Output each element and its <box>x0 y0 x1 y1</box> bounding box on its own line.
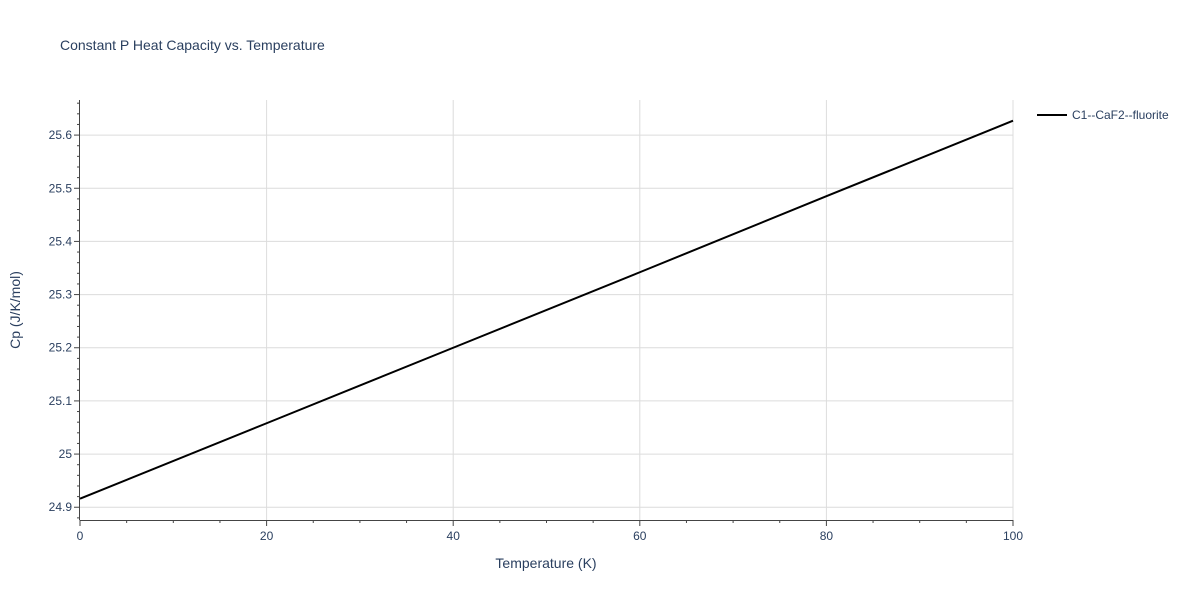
axes <box>74 100 1014 526</box>
y-tick-label: 25.3 <box>49 288 73 302</box>
series-line[interactable] <box>79 119 1014 500</box>
x-tick-label: 80 <box>820 529 834 543</box>
y-tick-labels: 24.9 25 25.1 25.2 25.3 25.4 25.5 25.6 <box>49 128 73 514</box>
y-tick-label: 25.6 <box>49 128 73 142</box>
legend-label: C1--CaF2--fluorite <box>1072 108 1169 122</box>
y-axis-title: Cp (J/K/mol) <box>7 271 23 349</box>
y-tick-label: 24.9 <box>49 500 73 514</box>
y-tick-label: 25.1 <box>49 394 73 408</box>
chart-title: Constant P Heat Capacity vs. Temperature <box>60 37 325 53</box>
y-tick-label: 25.5 <box>49 181 73 195</box>
y-tick-label: 25.2 <box>49 341 73 355</box>
x-tick-label: 60 <box>633 529 647 543</box>
x-tick-label: 100 <box>1003 529 1023 543</box>
grid <box>80 100 1014 520</box>
x-tick-label: 40 <box>447 529 461 543</box>
legend-item[interactable]: C1--CaF2--fluorite <box>1037 108 1169 122</box>
x-tick-labels: 0 20 40 60 80 100 <box>77 529 1024 543</box>
x-axis-title: Temperature (K) <box>495 555 596 571</box>
x-tick-label: 0 <box>77 529 84 543</box>
y-tick-label: 25 <box>59 447 73 461</box>
y-tick-label: 25.4 <box>49 234 73 248</box>
legend[interactable]: C1--CaF2--fluorite <box>1037 108 1169 122</box>
x-tick-label: 20 <box>260 529 274 543</box>
series-layer <box>79 119 1014 500</box>
